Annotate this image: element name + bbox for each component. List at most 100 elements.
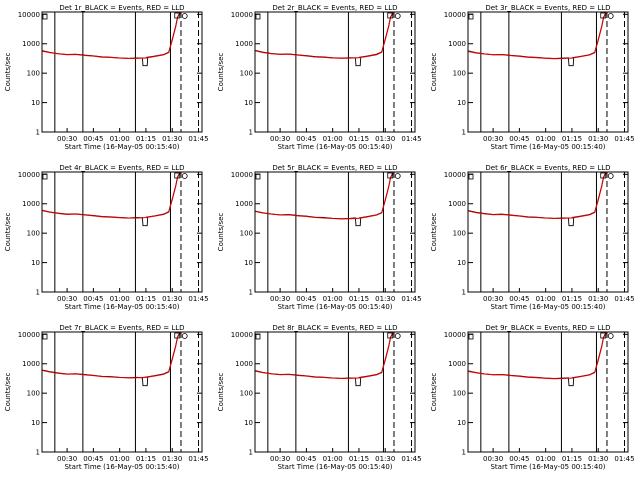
y-tick-label: 1000 <box>448 40 466 48</box>
plot-frame <box>254 171 416 293</box>
x-tick-label: 00:45 <box>509 295 529 303</box>
x-tick-label: 00:30 <box>483 295 503 303</box>
plot-frame <box>41 331 203 453</box>
y-tick-label: 100 <box>453 230 466 238</box>
x-tick-label: 01:45 <box>188 455 208 463</box>
x-tick-label: 01:30 <box>162 135 182 143</box>
x-tick-label: 01:30 <box>162 455 182 463</box>
y-tick-label: 10 <box>31 99 40 107</box>
y-tick-label: 1000 <box>22 200 40 208</box>
x-axis-label: Start Time (16-May-05 00:15:40) <box>277 303 392 311</box>
plot-title: Det 7r_BLACK = Events, RED = LLD <box>59 324 184 332</box>
x-tick-label: 01:30 <box>375 455 395 463</box>
lld-series-line <box>42 333 182 379</box>
y-tick-label: 10 <box>31 259 40 267</box>
x-tick-label: 00:45 <box>83 295 103 303</box>
lld-series-line <box>468 333 608 380</box>
x-axis-label: Start Time (16-May-05 00:15:40) <box>490 463 605 471</box>
plot-frame <box>41 11 203 133</box>
x-tick-label: 00:30 <box>57 295 77 303</box>
lld-series-line <box>468 13 608 60</box>
y-tick-label: 10 <box>457 419 466 427</box>
x-tick-label: 01:45 <box>614 295 634 303</box>
plot-title: Det 9r_BLACK = Events, RED = LLD <box>485 324 610 332</box>
y-axis-label: Counts/sec <box>430 213 438 252</box>
y-tick-label: 1 <box>249 449 253 457</box>
x-axis-label: Start Time (16-May-05 00:15:40) <box>490 143 605 151</box>
x-axis-label: Start Time (16-May-05 00:15:40) <box>490 303 605 311</box>
detector-panel: Det 4r_BLACK = Events, RED = LLD 1 10 100 10… <box>4 164 209 311</box>
x-tick-label: 00:30 <box>270 135 290 143</box>
top-marker <box>387 12 394 19</box>
top-marker-circle <box>181 13 188 19</box>
y-axis-label: Counts/sec <box>430 373 438 412</box>
y-axis-label: Counts/sec <box>4 53 12 92</box>
x-tick-label: 01:45 <box>188 135 208 143</box>
lld-series-line <box>42 13 182 60</box>
y-tick-label: 1000 <box>235 360 253 368</box>
lld-series-line <box>255 173 395 220</box>
corner-marker <box>42 13 48 20</box>
plot-title: Det 2r_BLACK = Events, RED = LLD <box>272 4 397 12</box>
x-tick-label: 01:15 <box>136 295 156 303</box>
detector-panel: Det 8r_BLACK = Events, RED = LLD 1 10 100 10… <box>217 324 422 471</box>
x-tick-label: 00:45 <box>296 295 316 303</box>
y-tick-label: 1 <box>249 289 253 297</box>
y-tick-label: 10 <box>244 259 253 267</box>
plot-title: Det 1r_BLACK = Events, RED = LLD <box>59 4 184 12</box>
y-tick-label: 1 <box>36 289 40 297</box>
x-tick-label: 01:15 <box>562 295 582 303</box>
x-tick-label: 01:00 <box>110 455 130 463</box>
top-marker-circle <box>394 333 401 339</box>
plot-title: Det 5r_BLACK = Events, RED = LLD <box>272 164 397 172</box>
lld-series-line <box>42 173 182 219</box>
x-tick-label: 01:00 <box>536 455 556 463</box>
y-tick-label: 100 <box>27 70 40 78</box>
events-series-line <box>42 172 182 227</box>
detector-panel: Det 7r_BLACK = Events, RED = LLD 1 10 100 10… <box>4 324 209 471</box>
corner-marker <box>468 13 474 20</box>
corner-marker <box>42 173 48 180</box>
y-tick-label: 1 <box>462 129 466 137</box>
lld-series-line <box>255 333 395 380</box>
plot-frame <box>254 331 416 453</box>
plot-title: Det 8r_BLACK = Events, RED = LLD <box>272 324 397 332</box>
top-marker <box>387 332 394 339</box>
x-axis-label: Start Time (16-May-05 00:15:40) <box>277 143 392 151</box>
x-tick-label: 00:45 <box>509 455 529 463</box>
y-tick-label: 100 <box>27 390 40 398</box>
x-tick-label: 01:30 <box>162 295 182 303</box>
plot-frame <box>467 171 629 293</box>
y-tick-label: 100 <box>240 390 253 398</box>
detector-panel: Det 6r_BLACK = Events, RED = LLD 1 10 100 10… <box>430 164 635 311</box>
y-axis-label: Counts/sec <box>217 373 225 412</box>
corner-marker <box>468 333 474 340</box>
x-tick-label: 00:30 <box>483 455 503 463</box>
x-tick-label: 01:15 <box>562 135 582 143</box>
y-axis-label: Counts/sec <box>4 213 12 252</box>
detector-panel: Det 1r_BLACK = Events, RED = LLD 1 10 100 10… <box>4 4 209 151</box>
x-tick-label: 01:45 <box>614 455 634 463</box>
top-marker <box>174 12 181 19</box>
top-marker-circle <box>181 173 188 179</box>
top-marker <box>174 172 181 179</box>
corner-marker <box>42 333 48 340</box>
y-tick-label: 10 <box>457 99 466 107</box>
y-tick-label: 10000 <box>18 11 40 19</box>
y-tick-label: 10000 <box>444 171 466 179</box>
y-tick-label: 10 <box>457 259 466 267</box>
x-tick-label: 01:15 <box>349 135 369 143</box>
x-axis-label: Start Time (16-May-05 00:15:40) <box>64 143 179 151</box>
y-tick-label: 100 <box>453 390 466 398</box>
plot-frame <box>254 11 416 133</box>
top-marker-circle <box>181 333 188 339</box>
y-tick-label: 10000 <box>18 171 40 179</box>
y-tick-label: 100 <box>453 70 466 78</box>
x-tick-label: 00:45 <box>296 455 316 463</box>
y-tick-label: 1000 <box>22 40 40 48</box>
x-tick-label: 01:30 <box>588 135 608 143</box>
x-tick-label: 00:30 <box>270 295 290 303</box>
x-tick-label: 01:45 <box>401 455 421 463</box>
x-tick-label: 01:00 <box>323 135 343 143</box>
